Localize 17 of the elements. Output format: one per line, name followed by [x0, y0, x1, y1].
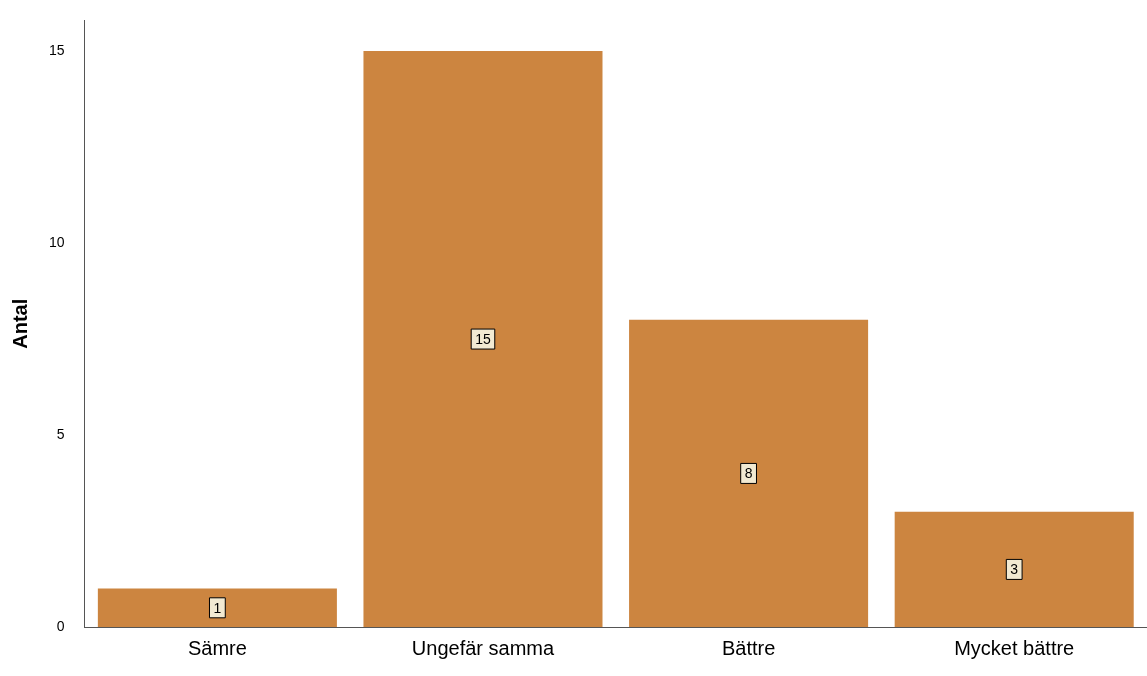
- x-tick-label: Mycket bättre: [954, 636, 1075, 659]
- data-label: 1: [213, 599, 222, 616]
- y-tick-label: 5: [56, 425, 65, 442]
- bar: [97, 588, 337, 627]
- x-tick-label: Ungefär samma: [411, 636, 555, 659]
- x-tick-label: Bättre: [721, 636, 776, 659]
- y-tick-label: 15: [48, 41, 65, 58]
- data-label: 3: [1010, 561, 1019, 578]
- y-axis-title: Antal: [8, 298, 31, 349]
- bar: [629, 319, 869, 627]
- x-tick-label: Sämre: [187, 636, 247, 659]
- data-label: 8: [744, 465, 753, 482]
- y-tick-label: 10: [48, 233, 65, 250]
- data-label: 15: [475, 330, 491, 347]
- bar: [363, 51, 603, 627]
- bar: [894, 511, 1134, 627]
- y-tick-label: 0: [56, 617, 65, 634]
